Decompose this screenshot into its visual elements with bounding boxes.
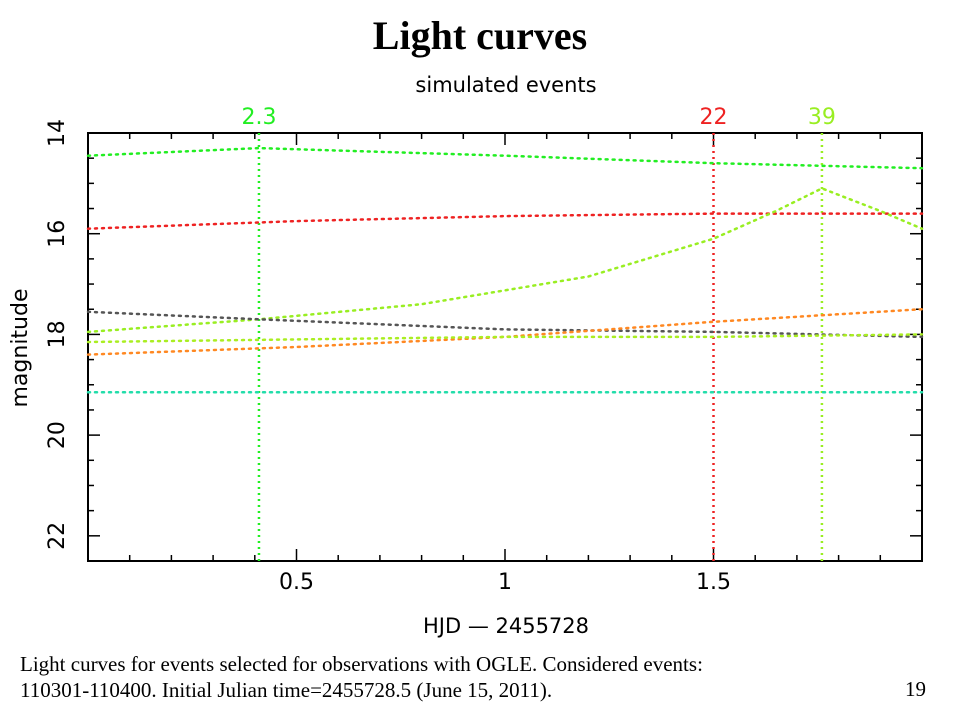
x-tick-label: 1.5 xyxy=(696,570,731,595)
y-tick-label: 18 xyxy=(45,320,70,348)
light-curve-series xyxy=(86,187,924,334)
plot-area: 14 16 18 20 22 0.5 1 1.5 2.3 22 39 xyxy=(45,105,924,595)
x-tick-label: 0.5 xyxy=(279,570,314,595)
event-marker-label: 2.3 xyxy=(241,105,276,130)
event-marker-label: 22 xyxy=(700,105,728,130)
event-marker-label: 39 xyxy=(808,105,836,130)
light-curve-series xyxy=(86,146,924,170)
light-curve-series xyxy=(86,333,924,344)
light-curve-chart: simulated events magnitude HJD — 2455728… xyxy=(8,73,924,638)
y-tick-label: 20 xyxy=(45,421,70,449)
slide-title: Light curves xyxy=(372,13,588,58)
x-axis-label: HJD — 2455728 xyxy=(423,614,589,638)
plot-frame xyxy=(87,132,923,562)
y-axis-label: magnitude xyxy=(8,288,33,407)
slide-caption: Light curves for events selected for obs… xyxy=(20,651,900,703)
caption-line-1: Light curves for events selected for obs… xyxy=(20,652,703,676)
chart-title: simulated events xyxy=(415,73,596,97)
caption-line-2: 110301-110400. Initial Julian time=24557… xyxy=(20,678,553,702)
x-tick-label: 1 xyxy=(498,570,512,595)
light-curve-series xyxy=(86,310,924,339)
y-tick-label: 14 xyxy=(45,119,70,147)
light-curve-series xyxy=(86,212,924,230)
slide-number: 19 xyxy=(905,677,926,701)
y-tick-label: 22 xyxy=(45,522,70,550)
light-curve-series xyxy=(86,307,924,356)
y-tick-label: 16 xyxy=(45,220,70,248)
